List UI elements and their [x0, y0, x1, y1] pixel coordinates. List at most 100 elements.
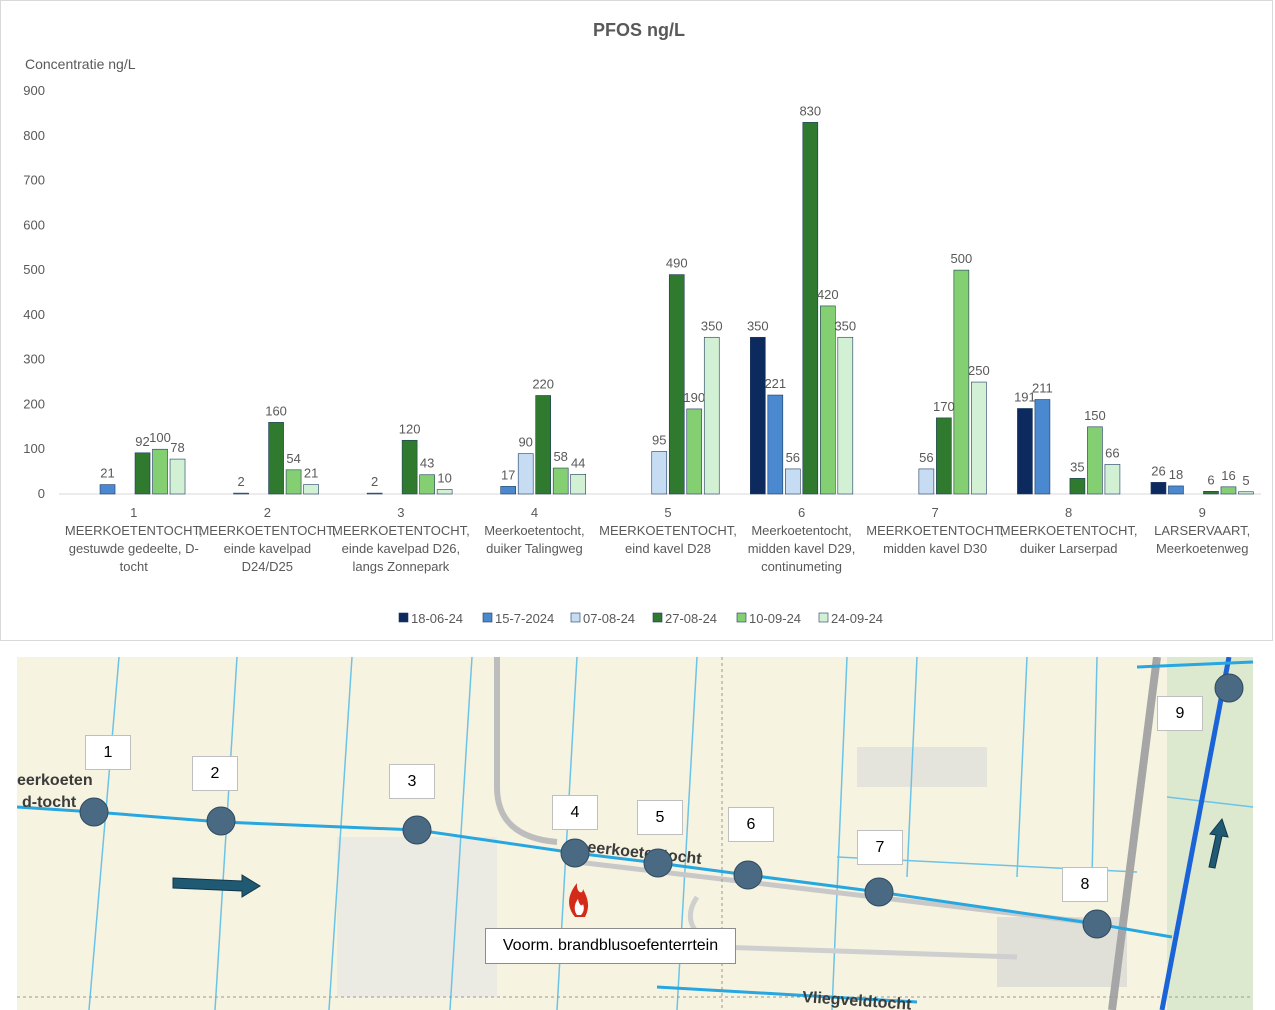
- bar: [552, 467, 569, 495]
- bar: [366, 492, 383, 495]
- y-tick-label: 700: [23, 173, 45, 188]
- category-label: MEERKOETENTOCHT,: [332, 523, 470, 538]
- category-label: duiker Talingweg: [486, 541, 583, 556]
- bar: [837, 336, 854, 495]
- bar: [703, 336, 720, 495]
- category-label: D24/D25: [242, 559, 293, 574]
- bar: [651, 451, 668, 495]
- bar: [1150, 482, 1167, 495]
- y-tick-label: 800: [23, 128, 45, 143]
- sample-point-group: [79, 673, 1244, 939]
- category-label: 9: [1199, 505, 1206, 520]
- legend-label: 18-06-24: [411, 611, 463, 626]
- y-axis-label: Concentratie ng/L: [25, 56, 136, 72]
- sample-point-8: [1082, 909, 1112, 939]
- bar: [767, 394, 784, 495]
- bar: [152, 448, 168, 495]
- bar: [953, 269, 970, 495]
- bar-value-label: 120: [399, 421, 421, 436]
- bar: [971, 381, 987, 495]
- legend-label: 24-09-24: [831, 611, 883, 626]
- bar-value-label: 350: [701, 318, 723, 333]
- bar: [686, 408, 703, 495]
- y-tick-label: 100: [23, 441, 45, 456]
- bar-value-label: 150: [1084, 408, 1106, 423]
- bar-value-label: 17: [501, 467, 515, 482]
- bar-value-label: 54: [286, 451, 300, 466]
- bar: [1168, 485, 1184, 495]
- bar: [918, 468, 935, 495]
- point-label-9: 9: [1157, 696, 1203, 731]
- point-label-6: 6: [728, 807, 774, 842]
- bar: [1220, 486, 1237, 495]
- point-label-8: 8: [1062, 867, 1108, 902]
- legend-swatch: [398, 612, 409, 623]
- category-label: 1: [130, 505, 137, 520]
- bar-value-label: 190: [683, 390, 705, 405]
- highway: [1108, 657, 1161, 1010]
- legend-swatch: [818, 612, 829, 623]
- canal: [1136, 660, 1253, 669]
- bar: [1087, 426, 1103, 495]
- bar-value-label: 500: [951, 251, 973, 266]
- bar: [668, 274, 685, 495]
- category-label: langs Zonnepark: [352, 559, 449, 574]
- chart-title: PFOS ng/L: [593, 20, 685, 40]
- bar: [1034, 399, 1051, 495]
- bar-value-label: 58: [553, 449, 567, 464]
- bar-value-label: 490: [666, 256, 688, 271]
- category-label: 7: [931, 505, 938, 520]
- y-tick-label: 0: [38, 486, 45, 501]
- bar-chart: PFOS ng/L Concentratie ng/L 010020030040…: [23, 20, 1261, 626]
- road: [494, 657, 558, 845]
- legend-swatch: [570, 612, 581, 623]
- map-caption: Voorm. brandblusoefenterrtein: [485, 928, 736, 964]
- sample-point-7: [864, 877, 894, 907]
- built-area: [337, 837, 497, 997]
- street-label: d-tocht: [22, 794, 77, 811]
- bar: [820, 305, 836, 495]
- bar-value-label: 90: [518, 435, 532, 450]
- bar: [1017, 408, 1033, 495]
- bar-value-label: 191: [1014, 389, 1036, 404]
- category-label: einde kavelpad D26,: [342, 541, 461, 556]
- category-label-group: 1 MEERKOETENTOCHT, gestuwde gedeelte, D-to…: [65, 505, 1250, 574]
- bar-value-label: 44: [571, 455, 585, 470]
- y-axis-ticks: 0 100 200 300 400 500 600 700 800 900: [23, 83, 45, 501]
- category-label: midden kavel D30: [883, 541, 987, 556]
- point-label-7: 7: [857, 830, 903, 865]
- bar-value-label: 5: [1242, 473, 1249, 488]
- category-label: eind kavel D28: [625, 541, 711, 556]
- category-label: midden kavel D29,: [748, 541, 856, 556]
- bar-value-label: 170: [933, 399, 955, 414]
- sample-point-9: [1214, 673, 1244, 703]
- category-label: MEERKOETENTOCHT,: [599, 523, 737, 538]
- street-label: eerkoeten: [17, 772, 93, 789]
- bar-value-label: 160: [265, 403, 287, 418]
- bar-value-label: 830: [799, 103, 821, 118]
- bar-value-label: 66: [1105, 445, 1119, 460]
- category-label: 6: [798, 505, 805, 520]
- bar: [517, 453, 534, 495]
- category-label: einde kavelpad: [224, 541, 311, 556]
- bar-value-label: 95: [652, 432, 666, 447]
- bar-value-label: 250: [968, 363, 990, 378]
- category-label: 8: [1065, 505, 1072, 520]
- legend-swatch: [736, 612, 747, 623]
- flow-direction-arrow-icon: [1208, 817, 1229, 869]
- category-label: Meerkoetentocht,: [751, 523, 851, 538]
- canal: [656, 985, 918, 1004]
- legend-label: 07-08-24: [583, 611, 635, 626]
- bar: [1069, 478, 1086, 495]
- bar-value-label: 35: [1070, 459, 1084, 474]
- bar-value-label: 26: [1151, 463, 1165, 478]
- point-label-4: 4: [552, 795, 598, 830]
- bar-value-label: 2: [237, 474, 244, 489]
- category-label: Meerkoetentocht,: [484, 523, 584, 538]
- bar-value-label: 16: [1221, 468, 1235, 483]
- category-label: MEERKOETENTOCHT,: [1000, 523, 1138, 538]
- bar-value-label: 211: [1032, 381, 1053, 396]
- category-label: 2: [264, 505, 271, 520]
- bar: [500, 486, 516, 495]
